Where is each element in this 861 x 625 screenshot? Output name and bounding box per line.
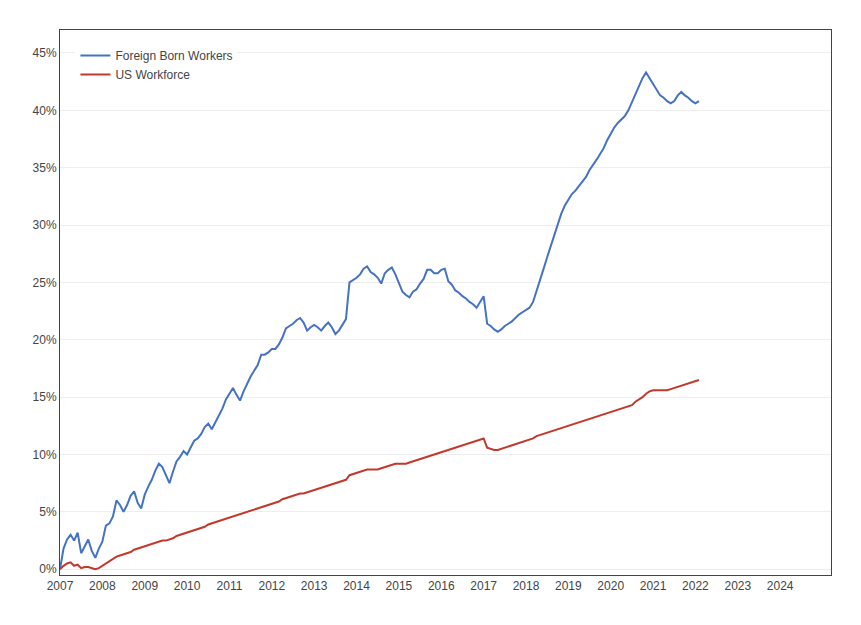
- svg-text:2021: 2021: [640, 579, 667, 593]
- svg-text:25%: 25%: [33, 276, 57, 290]
- svg-text:2015: 2015: [386, 579, 413, 593]
- svg-text:2008: 2008: [89, 579, 116, 593]
- svg-text:2007: 2007: [47, 579, 74, 593]
- svg-text:2024: 2024: [767, 579, 794, 593]
- svg-text:45%: 45%: [33, 46, 57, 60]
- svg-text:US Workforce: US Workforce: [115, 68, 190, 82]
- svg-text:15%: 15%: [33, 390, 57, 404]
- svg-text:2014: 2014: [343, 579, 370, 593]
- svg-text:5%: 5%: [39, 505, 57, 519]
- svg-text:10%: 10%: [33, 448, 57, 462]
- svg-text:2019: 2019: [555, 579, 582, 593]
- svg-text:2009: 2009: [131, 579, 158, 593]
- svg-text:2017: 2017: [470, 579, 497, 593]
- svg-text:2010: 2010: [174, 579, 201, 593]
- svg-text:2011: 2011: [217, 579, 243, 593]
- svg-text:0%: 0%: [39, 562, 57, 576]
- svg-text:2023: 2023: [724, 579, 751, 593]
- svg-text:2013: 2013: [301, 579, 328, 593]
- svg-text:2016: 2016: [428, 579, 455, 593]
- svg-text:40%: 40%: [33, 104, 57, 118]
- svg-text:2020: 2020: [597, 579, 624, 593]
- svg-text:2022: 2022: [682, 579, 709, 593]
- svg-text:2018: 2018: [513, 579, 540, 593]
- svg-text:30%: 30%: [33, 218, 57, 232]
- svg-text:Foreign Born Workers: Foreign Born Workers: [115, 49, 232, 63]
- svg-text:2012: 2012: [258, 579, 285, 593]
- svg-text:35%: 35%: [33, 161, 57, 175]
- svg-text:20%: 20%: [33, 333, 57, 347]
